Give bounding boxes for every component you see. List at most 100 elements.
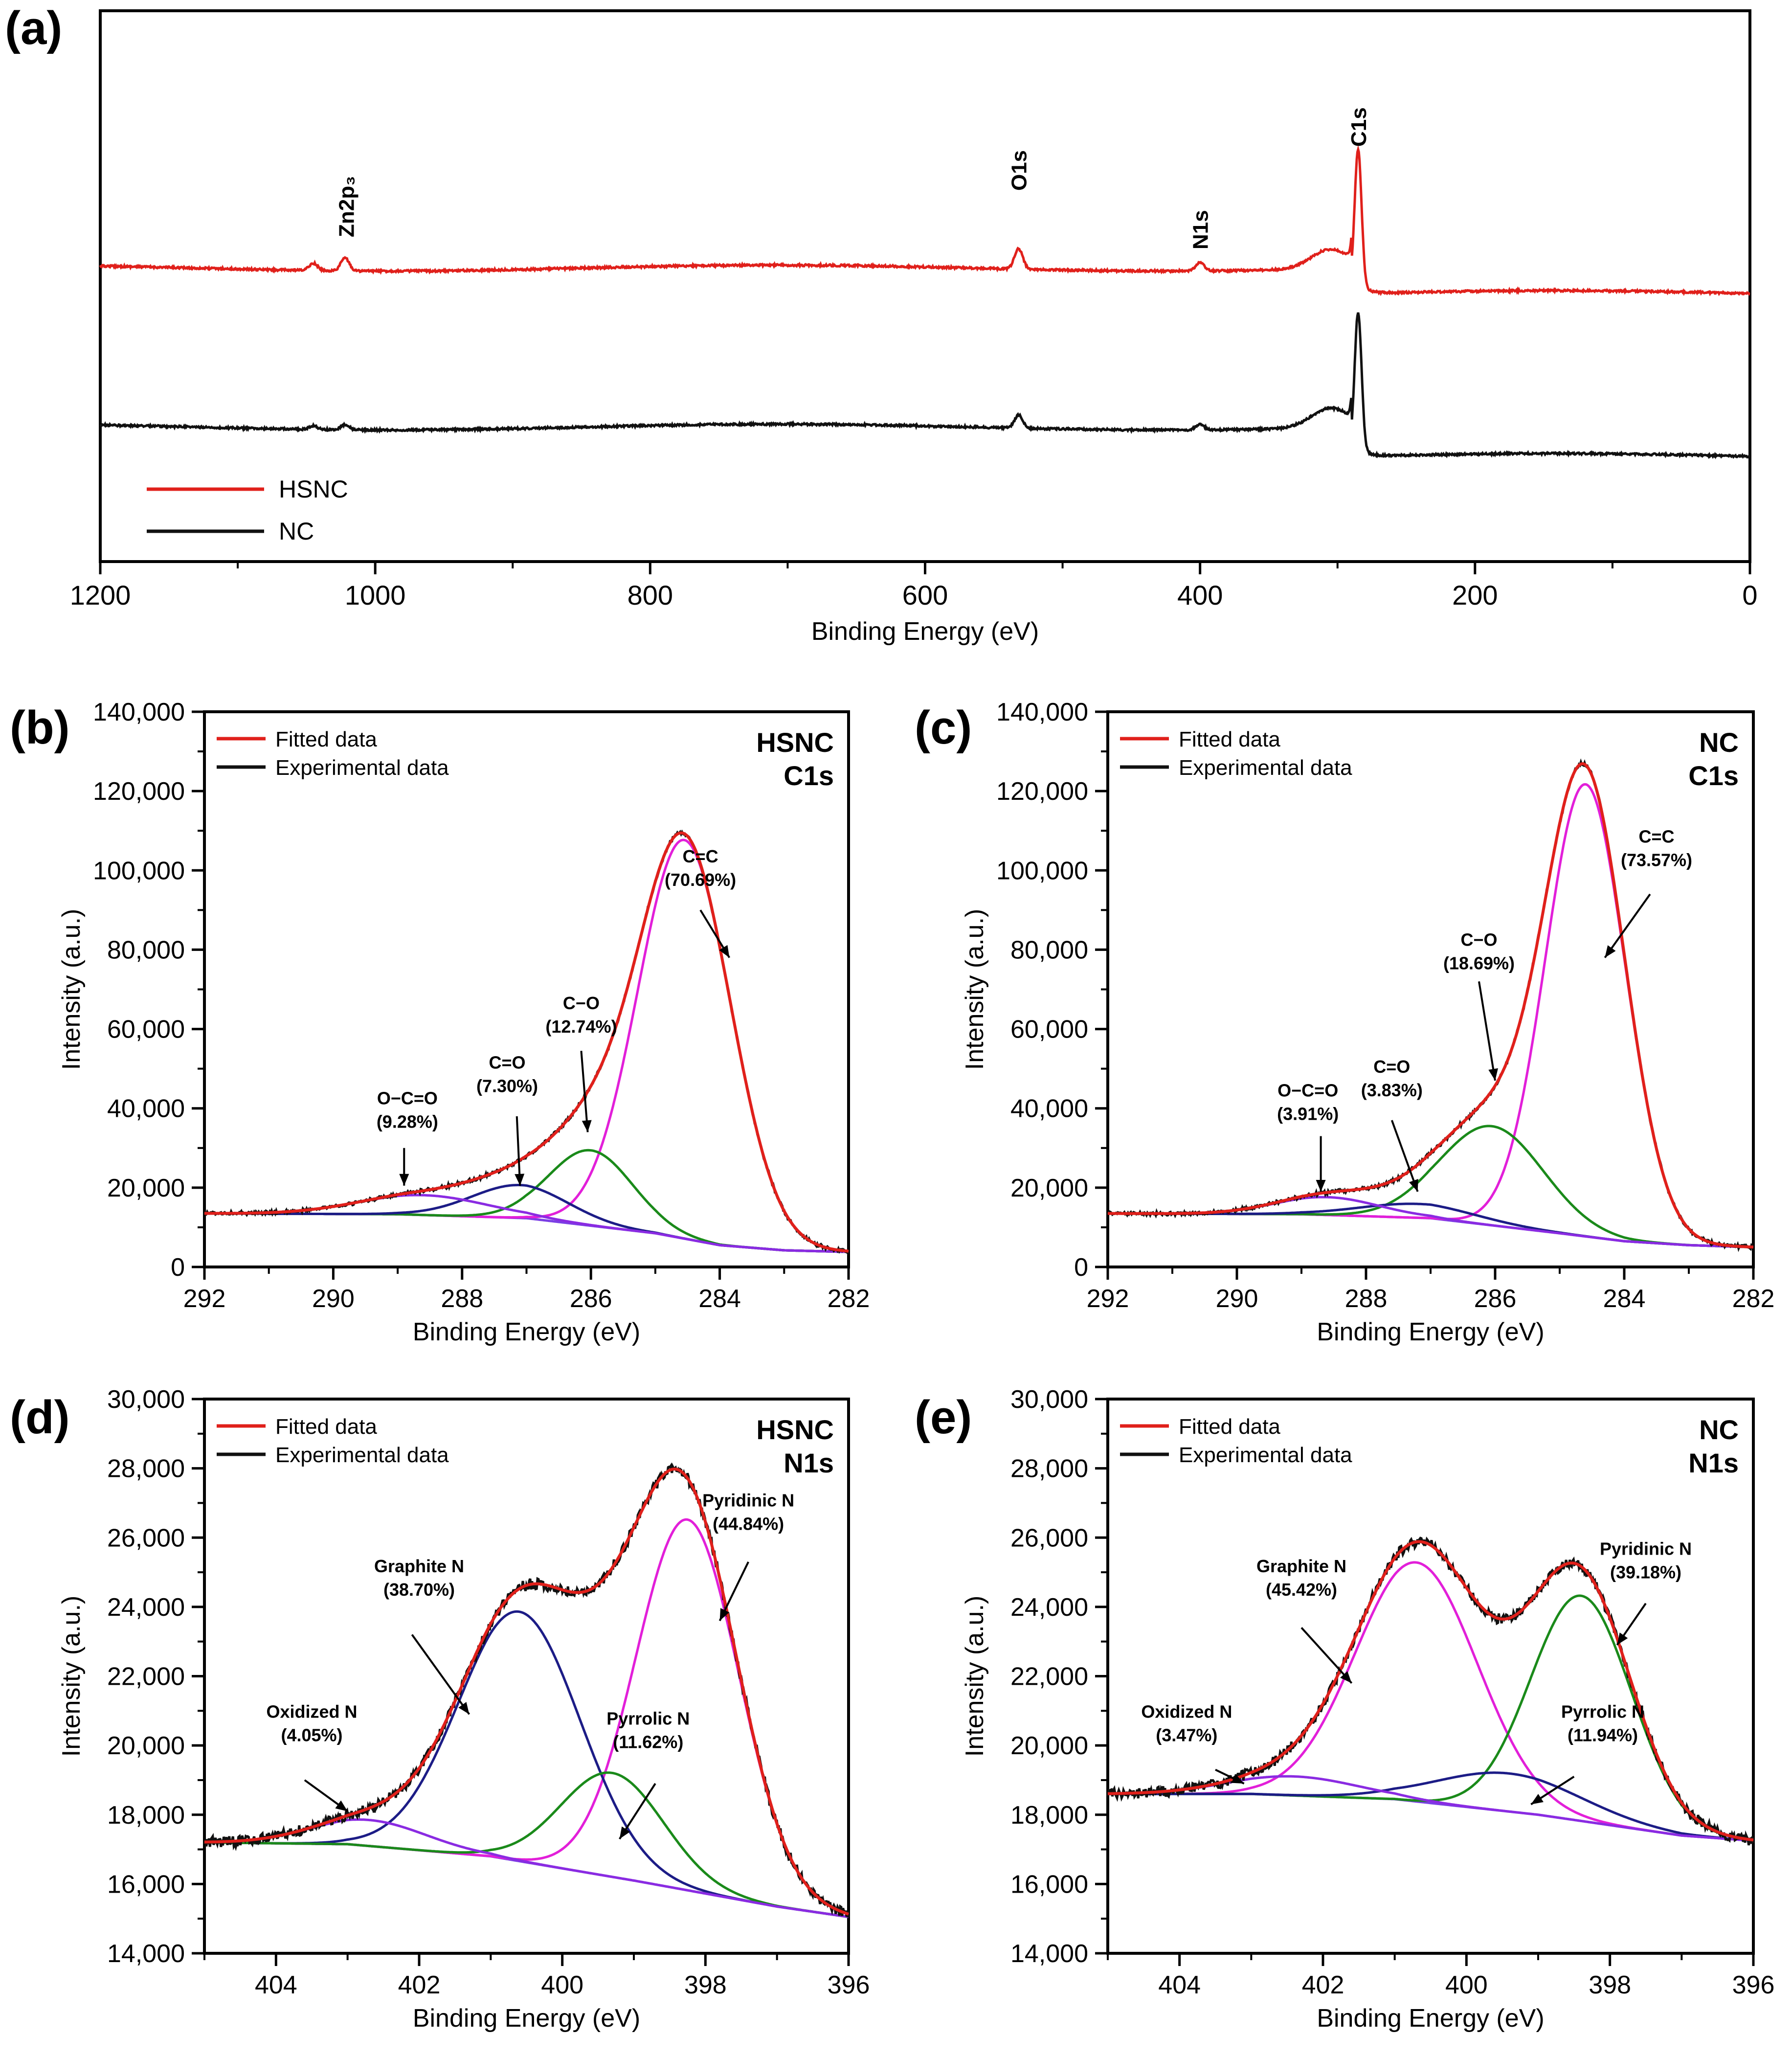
panel-label: (a) <box>5 2 62 54</box>
chart-title: NC <box>1699 727 1739 758</box>
x-tick-label: 800 <box>627 580 673 610</box>
annotation-value: (11.94%) <box>1568 1725 1638 1745</box>
y-axis-label: Intensity (a.u.) <box>961 1596 989 1757</box>
annotation-label: Graphite N <box>374 1556 464 1576</box>
y-tick-label: 14,000 <box>107 1940 185 1968</box>
legend-label: Experimental data <box>1179 1443 1352 1467</box>
x-tick-label: 282 <box>1732 1285 1775 1313</box>
panel-b: (b) 0 20,000 40,000 60,000 80,000 100,000 120,0… <box>10 698 870 1346</box>
x-tick-label: 600 <box>902 580 948 610</box>
annotation-value: (3.91%) <box>1277 1104 1339 1124</box>
legend-label: Fitted data <box>1179 727 1280 751</box>
annotation-value: (3.83%) <box>1361 1080 1423 1100</box>
y-tick-label: 120,000 <box>996 777 1088 806</box>
annotation-arrowhead <box>458 1702 470 1715</box>
panel-label: (d) <box>10 1391 70 1444</box>
panel-d: (d) 14,000 16,000 18,000 20,000 22,000 24,000 2… <box>10 1385 870 2033</box>
x-axis-label: Binding Energy (eV) <box>1317 1318 1544 1346</box>
y-tick-label: 100,000 <box>996 857 1088 885</box>
x-tick-label: 290 <box>1216 1285 1258 1313</box>
annotation-arrowhead <box>515 1174 525 1186</box>
y-tick-label: 60,000 <box>1010 1016 1088 1044</box>
annotation-value: (3.47%) <box>1156 1725 1217 1745</box>
x-tick-label: 0 <box>1742 580 1757 610</box>
y-tick-label: 80,000 <box>1010 936 1088 964</box>
annotation-arrowhead <box>1605 945 1616 958</box>
annotation-value: (12.74%) <box>545 1017 617 1037</box>
fitted-line <box>1107 1540 1754 1842</box>
annotation-value: (70.69%) <box>665 870 736 890</box>
annotation-label: Pyrrolic N <box>606 1709 690 1729</box>
annotation-value: (38.70%) <box>383 1580 455 1600</box>
annotation-label: Graphite N <box>1256 1556 1346 1576</box>
component-line-graphite-n <box>204 1610 849 1919</box>
annotation-label: C=O <box>489 1053 525 1073</box>
annotation-arrowhead <box>1531 1794 1544 1805</box>
annotation-arrow <box>1478 981 1496 1081</box>
annotation-arrowhead <box>619 1826 630 1839</box>
x-tick-label: 286 <box>570 1285 612 1313</box>
component-line-c-o <box>204 1149 849 1253</box>
annotation-arrowhead <box>719 1608 730 1621</box>
x-tick-label: 1000 <box>345 580 406 610</box>
x-tick-label: 398 <box>1589 1971 1631 1999</box>
annotation-label: O−C=O <box>377 1088 438 1108</box>
x-tick-label: 290 <box>312 1285 355 1313</box>
annotation-value: (45.42%) <box>1266 1580 1337 1600</box>
y-axis-label: Intensity (a.u.) <box>57 1596 86 1757</box>
annotation-label: O−C=O <box>1277 1080 1338 1100</box>
peak-label: O1s <box>1008 150 1031 191</box>
y-tick-label: 26,000 <box>1010 1524 1088 1552</box>
x-axis-label: Binding Energy (eV) <box>1317 2004 1544 2033</box>
panel-c: (c) 0 20,000 40,000 60,000 80,000 100,000 120,0… <box>915 698 1774 1346</box>
baseline-line <box>204 1212 849 1253</box>
annotation-value: (11.62%) <box>613 1732 683 1752</box>
y-tick-label: 30,000 <box>1010 1385 1088 1414</box>
chart-title: NC <box>1699 1414 1739 1445</box>
chart-subtitle: C1s <box>784 760 834 791</box>
y-tick-label: 100,000 <box>93 857 185 885</box>
x-tick-label: 200 <box>1452 580 1498 610</box>
y-tick-label: 18,000 <box>107 1801 185 1830</box>
component-line-o-c-o <box>204 1194 849 1253</box>
peak-label: C1s <box>1347 107 1371 147</box>
component-line-c-c <box>204 838 849 1253</box>
x-tick-label: 398 <box>684 1971 727 1999</box>
x-tick-label: 292 <box>1087 1285 1129 1313</box>
y-tick-label: 16,000 <box>1010 1870 1088 1899</box>
annotation-label: Oxidized N <box>1141 1701 1232 1721</box>
annotation-value: (73.57%) <box>1621 850 1692 870</box>
fitted-line <box>1107 762 1753 1249</box>
annotation-value: (7.30%) <box>476 1076 538 1096</box>
y-tick-label: 20,000 <box>107 1732 185 1760</box>
y-tick-label: 140,000 <box>93 698 185 726</box>
annotation-arrowhead <box>1231 1774 1244 1784</box>
annotation-label: Pyridinic N <box>1600 1539 1692 1559</box>
component-line-pyrrolic-n <box>204 1771 849 1919</box>
peak-label: N1s <box>1189 210 1213 249</box>
annotation-arrowhead <box>335 1800 348 1811</box>
x-tick-label: 402 <box>1302 1971 1344 1999</box>
y-tick-label: 60,000 <box>107 1016 185 1044</box>
annotation-value: (4.05%) <box>281 1725 342 1745</box>
experimental-line <box>203 829 850 1256</box>
legend-label: HSNC <box>279 475 348 503</box>
x-tick-label: 284 <box>1603 1285 1646 1313</box>
annotation-label: C−O <box>563 993 600 1013</box>
annotation-arrowhead <box>399 1174 409 1186</box>
component-line-pyridinic-n <box>1108 1771 1754 1842</box>
y-tick-label: 0 <box>1074 1253 1088 1282</box>
annotation-label: Pyrrolic N <box>1561 1701 1644 1721</box>
y-tick-label: 20,000 <box>1010 1174 1088 1202</box>
legend-label: Experimental data <box>1179 756 1352 780</box>
x-tick-label: 404 <box>1158 1971 1201 1999</box>
plot-frame <box>203 1398 850 1955</box>
legend-label: Fitted data <box>275 1415 377 1439</box>
y-tick-label: 140,000 <box>996 698 1088 726</box>
experimental-line <box>1106 1537 1755 1846</box>
annotation-arrowhead <box>1316 1180 1326 1192</box>
x-tick-label: 292 <box>183 1285 226 1313</box>
legend-label: Fitted data <box>1179 1415 1280 1439</box>
annotation-value: (9.28%) <box>377 1112 438 1132</box>
y-tick-label: 0 <box>171 1253 185 1282</box>
